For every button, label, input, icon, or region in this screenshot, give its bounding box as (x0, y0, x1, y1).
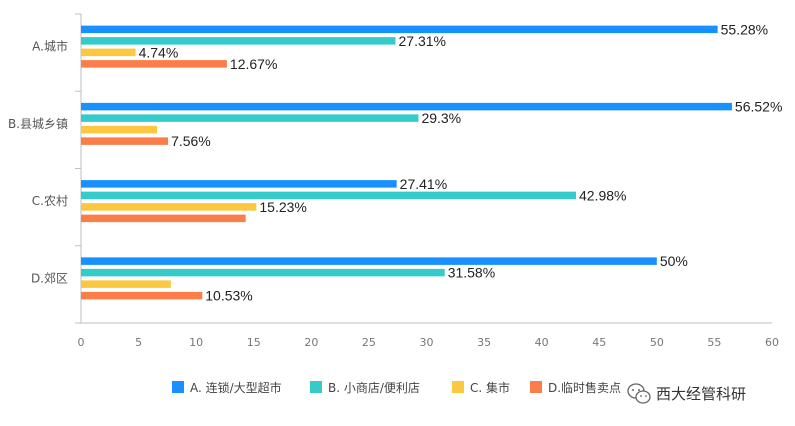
x-tick-label: 40 (535, 336, 549, 349)
data-label: 50% (660, 253, 688, 269)
data-label: 56.52% (735, 99, 782, 115)
bar (81, 48, 136, 57)
bar (81, 25, 718, 34)
legend-label: D.临时售卖点 (548, 380, 621, 395)
legend-swatch (452, 381, 464, 393)
x-tick-label: 30 (420, 336, 434, 349)
legend-swatch (530, 381, 542, 393)
bar (81, 60, 227, 68)
chart-axes: 0 5 10 15 20 25 30 35 40 45 50 55 60 A.城市 B.县城乡镇 C.农村 D.… (8, 13, 779, 349)
data-label: 12.67% (230, 56, 277, 72)
x-tick-label: 60 (765, 336, 779, 349)
bar (81, 268, 445, 277)
bar (81, 137, 169, 145)
legend-label: C. 集市 (470, 380, 510, 395)
data-label: 10.53% (205, 288, 252, 304)
data-label: 31.58% (448, 265, 495, 281)
bar (81, 214, 246, 223)
data-label: 42.98% (579, 187, 626, 203)
category-label: A.城市 (32, 39, 68, 54)
category-label: C.农村 (32, 194, 68, 208)
x-tick-label: 35 (477, 336, 491, 349)
x-tick-label: 50 (650, 336, 664, 349)
bar (81, 180, 397, 188)
x-tick-label: 15 (247, 336, 261, 349)
bar (81, 125, 158, 134)
bar (81, 291, 203, 300)
watermark-text: 西大经管科研 (656, 385, 746, 403)
x-tick-label: 55 (707, 336, 721, 349)
legend-swatch (172, 381, 184, 393)
bar (81, 280, 171, 288)
category-label: D.郊区 (31, 271, 68, 285)
data-label: 29.3% (421, 110, 461, 126)
x-tick-label: 20 (304, 336, 318, 349)
chart-bars: 55.28% 27.31% 4.74% 12.67% 56.52% 29.3% 7.56% 2… (81, 21, 782, 304)
bar (81, 191, 576, 200)
bar (81, 102, 732, 111)
watermark: 西大经管科研 (627, 383, 746, 404)
data-label: 27.41% (400, 176, 447, 192)
x-tick-label: 45 (592, 336, 606, 349)
wechat-icon (627, 383, 651, 404)
bar (81, 114, 419, 122)
x-tick-label: 0 (78, 336, 85, 349)
bar (81, 203, 257, 211)
x-tick-label: 5 (135, 336, 142, 349)
data-label: 55.28% (721, 21, 768, 37)
bar (81, 37, 396, 45)
category-label: B.县城乡镇 (8, 117, 68, 131)
chart-legend: A. 连锁/大型超市 B. 小商店/便利店 C. 集市 D.临时售卖点 (172, 380, 621, 395)
data-label: 4.74% (139, 44, 179, 60)
data-label: 7.56% (171, 133, 211, 149)
legend-label: A. 连锁/大型超市 (190, 380, 282, 395)
legend-swatch (310, 381, 322, 393)
bar (81, 257, 657, 265)
legend-label: B. 小商店/便利店 (328, 380, 420, 395)
x-tick-label: 25 (362, 336, 376, 349)
data-label: 15.23% (259, 199, 306, 215)
x-tick-label: 10 (189, 336, 203, 349)
data-label: 27.31% (399, 33, 446, 49)
